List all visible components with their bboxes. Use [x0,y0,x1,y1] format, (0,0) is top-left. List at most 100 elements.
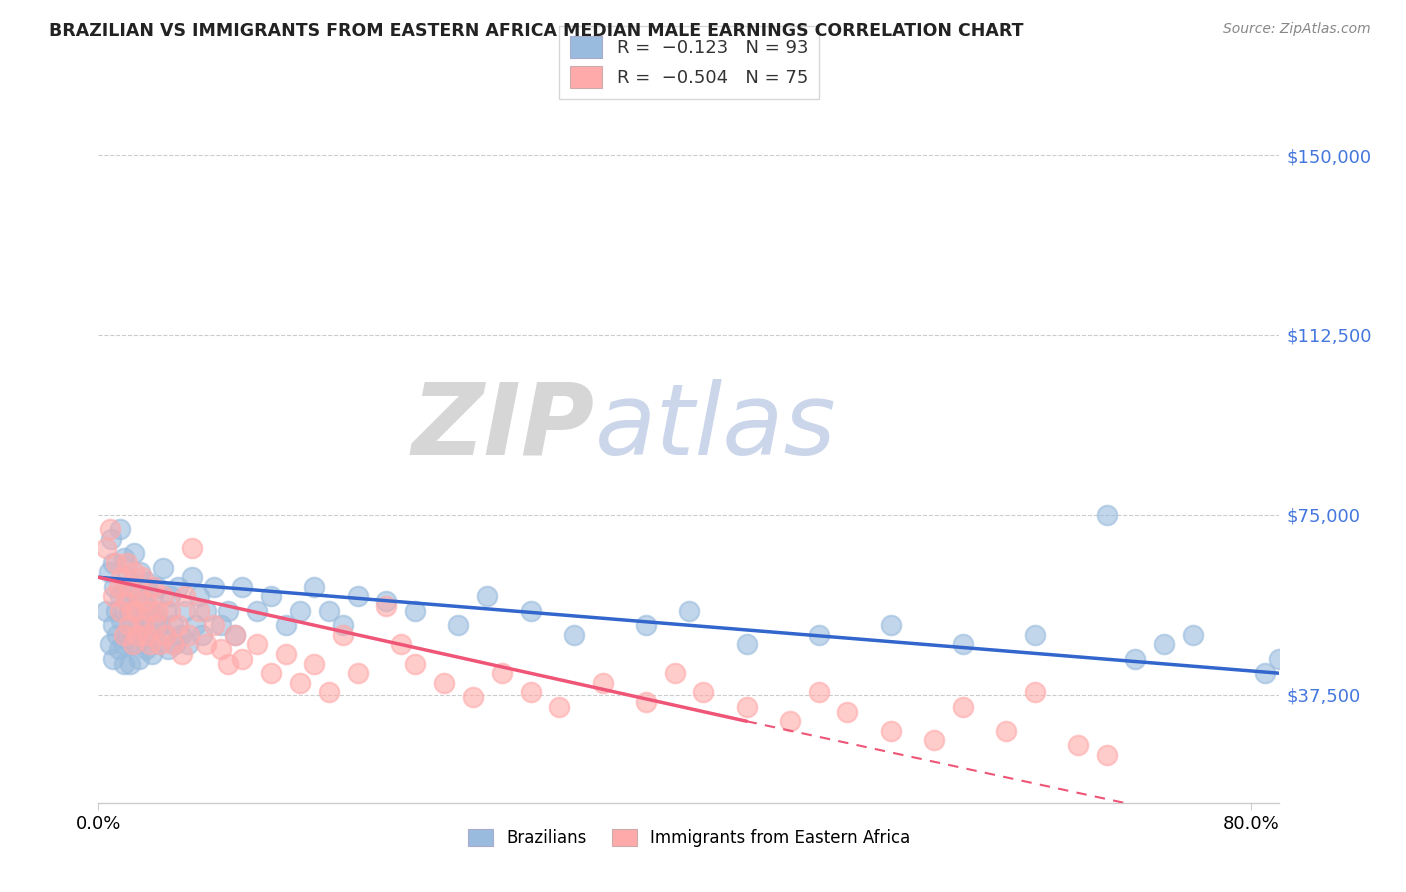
Point [107,642,129,657]
Point [138,604,160,618]
Point [132,618,155,632]
Point [138,604,160,618]
Point [94,604,117,618]
Point [108,604,131,618]
Point [231,652,253,666]
Point [304,580,326,594]
Point [404,657,426,671]
Point [101,652,124,666]
Point [98,637,121,651]
Point [125,637,148,651]
Point [173,590,195,604]
Point [153,628,176,642]
Point [129,566,152,580]
Point [209,618,232,632]
Point [94,541,117,556]
Point [217,657,239,671]
Point [101,590,124,604]
Point [332,628,354,642]
Point [127,628,149,642]
Point [120,580,142,594]
Point [131,570,153,584]
Point [1125,652,1147,666]
Point [128,623,150,637]
Point [152,590,174,604]
Point [141,647,163,661]
Point [132,628,155,642]
Point [1182,628,1205,642]
Point [149,637,172,651]
Point [191,628,214,642]
Point [169,628,191,642]
Text: ZIP: ZIP [412,378,595,475]
Point [108,590,131,604]
Point [188,590,211,604]
Point [837,705,859,719]
Point [260,590,283,604]
Point [159,590,181,604]
Point [217,604,239,618]
Point [879,723,901,738]
Point [179,628,201,642]
Point [346,666,368,681]
Point [678,604,700,618]
Point [128,590,150,604]
Point [224,628,246,642]
Point [118,604,141,618]
Point [288,676,311,690]
Point [163,637,186,651]
Point [274,618,297,632]
Point [461,690,484,705]
Point [1095,747,1118,762]
Point [181,541,204,556]
Point [110,614,132,628]
Point [159,604,181,618]
Point [149,618,172,632]
Point [152,560,174,574]
Point [1268,652,1291,666]
Point [389,637,412,651]
Point [98,522,121,536]
Point [246,604,269,618]
Point [134,608,156,623]
Point [105,628,128,642]
Point [135,642,157,657]
Text: Source: ZipAtlas.com: Source: ZipAtlas.com [1223,22,1371,37]
Point [1153,637,1175,651]
Point [634,695,657,709]
Point [173,604,195,618]
Point [166,618,188,632]
Point [952,637,974,651]
Point [142,590,165,604]
Point [779,714,801,729]
Point [101,556,124,570]
Point [145,618,167,632]
Point [1024,628,1046,642]
Point [121,580,143,594]
Point [548,699,571,714]
Point [134,594,156,608]
Point [735,637,758,651]
Point [195,637,218,651]
Point [146,580,169,594]
Point [97,566,120,580]
Point [346,590,368,604]
Point [139,637,162,651]
Point [115,556,138,570]
Point [318,604,340,618]
Point [288,604,311,618]
Point [922,733,945,747]
Text: BRAZILIAN VS IMMIGRANTS FROM EASTERN AFRICA MEDIAN MALE EARNINGS CORRELATION CHA: BRAZILIAN VS IMMIGRANTS FROM EASTERN AFR… [49,22,1024,40]
Point [1024,685,1046,699]
Point [124,546,146,560]
Point [162,618,184,632]
Text: atlas: atlas [595,378,837,475]
Point [100,532,122,546]
Point [124,566,146,580]
Point [807,628,830,642]
Point [104,604,127,618]
Point [209,642,232,657]
Point [155,604,177,618]
Point [112,657,135,671]
Point [375,599,398,613]
